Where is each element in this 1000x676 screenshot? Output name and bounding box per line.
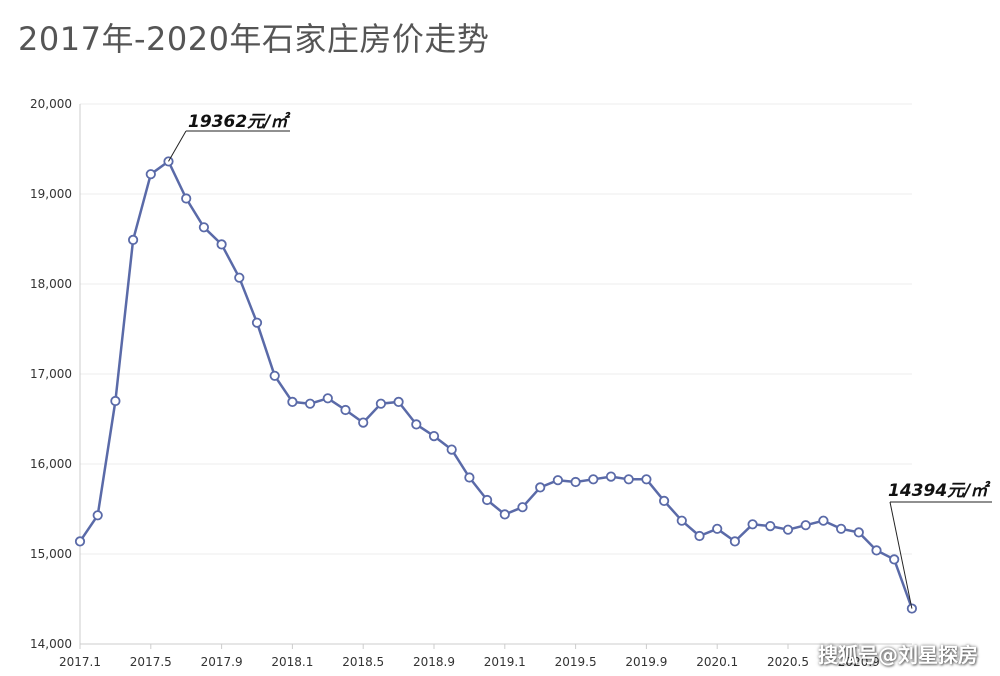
x-tick-label: 2019.9 [625, 655, 667, 669]
data-point [110, 395, 121, 407]
data-point [552, 475, 564, 486]
data-point [393, 396, 404, 407]
x-tick-label: 2020.5 [767, 655, 809, 669]
x-tick-label: 2017.1 [59, 655, 101, 669]
x-tick-label: 2020.1 [696, 655, 738, 669]
y-axis-ticks: 14,000 15,000 16,000 17,000 18,000 19,000 20,0… [30, 97, 72, 651]
data-point [340, 404, 351, 416]
y-tick-label: 18,000 [30, 277, 72, 291]
data-point [181, 193, 192, 204]
data-point [570, 476, 581, 488]
data-point [216, 239, 227, 250]
data-point [747, 519, 758, 530]
data-points [74, 156, 918, 614]
x-tick-label: 2017.9 [201, 655, 243, 669]
data-point [694, 530, 705, 542]
watermark: 搜狐号@刘星探房 [818, 643, 978, 667]
y-tick-label: 16,000 [30, 457, 72, 471]
x-tick-label: 2018.1 [271, 655, 313, 669]
data-point [517, 502, 528, 513]
latest-annotation: 14394元/㎡ [888, 480, 991, 501]
y-tick-label: 20,000 [30, 97, 72, 111]
data-point [251, 317, 263, 328]
data-point [411, 419, 422, 430]
data-point [481, 494, 493, 506]
data-point [428, 430, 440, 442]
peak-annotation: 19362元/㎡ [188, 111, 291, 132]
data-point [535, 482, 546, 493]
x-tick-label: 2020.9 [838, 655, 880, 669]
data-point [269, 370, 280, 381]
data-point [375, 398, 386, 409]
data-point [588, 474, 599, 485]
data-point [446, 444, 457, 455]
data-point [800, 520, 811, 531]
data-point [853, 527, 864, 538]
data-point [782, 524, 794, 535]
data-point [641, 474, 652, 485]
data-point [765, 520, 776, 532]
y-tick-label: 17,000 [30, 367, 72, 381]
data-point [623, 474, 634, 485]
data-point [835, 523, 847, 534]
annotations: 19362元/㎡ 14394元/㎡ [168, 111, 992, 609]
x-axis-ticks: 2017.1 2017.5 2017.9 2018.1 2018.5 2018.9 2019… [59, 644, 880, 669]
data-point [676, 515, 687, 526]
data-point [234, 272, 245, 283]
data-point [358, 417, 369, 428]
data-point [322, 393, 333, 404]
x-tick-label: 2019.1 [484, 655, 526, 669]
x-tick-label: 2017.5 [130, 655, 172, 669]
x-tick-label: 2018.9 [413, 655, 455, 669]
data-point [889, 554, 900, 565]
data-point [304, 398, 316, 409]
data-point [871, 545, 882, 556]
x-tick-label: 2019.5 [555, 655, 597, 669]
data-point [74, 536, 86, 547]
callout-line [889, 501, 913, 609]
callout-line [168, 130, 187, 162]
data-point [499, 509, 510, 520]
data-point [128, 234, 139, 245]
data-point [92, 510, 103, 521]
y-tick-label: 14,000 [30, 637, 72, 651]
data-point [605, 471, 617, 482]
gridlines [80, 103, 912, 555]
data-point [145, 169, 156, 180]
data-point [198, 222, 209, 233]
data-point [287, 396, 298, 407]
chart-title: 2017年-2020年石家庄房价走势 [18, 20, 490, 58]
y-tick-label: 19,000 [30, 187, 72, 201]
x-tick-label: 2018.5 [342, 655, 384, 669]
data-point [818, 515, 829, 526]
data-point [712, 523, 723, 534]
data-point [464, 472, 475, 483]
data-point [658, 495, 670, 506]
data-point [729, 536, 741, 547]
y-tick-label: 15,000 [30, 547, 72, 561]
